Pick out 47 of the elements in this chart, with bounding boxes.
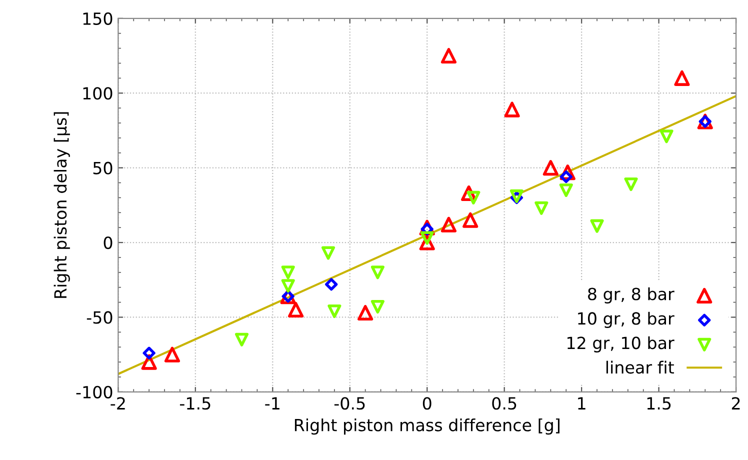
x-tick-label: -1	[265, 397, 280, 410]
point	[142, 346, 156, 360]
x-tick-label: 0	[422, 397, 432, 410]
point	[234, 332, 249, 346]
x-tick-label: 1.5	[647, 397, 671, 410]
y-tick-label: -100	[76, 386, 112, 398]
point	[440, 48, 457, 64]
point	[534, 201, 548, 215]
legend-label: 10 gr, 8 bar	[578, 312, 674, 328]
x-tick-label: 0.5	[492, 397, 516, 410]
x-axis-title: Right piston mass difference [g]	[294, 418, 560, 435]
point	[466, 190, 480, 204]
point	[590, 219, 604, 233]
point	[321, 246, 336, 260]
point	[462, 212, 478, 228]
point	[164, 346, 180, 362]
legend-label: linear fit	[606, 360, 674, 374]
point	[504, 102, 520, 118]
point	[560, 170, 572, 184]
point	[542, 160, 558, 176]
point	[559, 183, 573, 197]
point	[440, 216, 457, 232]
y-tick-label: 100	[83, 87, 112, 100]
x-tick-label: -0.5	[334, 397, 365, 410]
point	[288, 302, 304, 318]
point	[370, 300, 384, 314]
x-tick-label: -1.5	[180, 397, 210, 410]
y-axis-title: Right piston delay [µs]	[54, 112, 70, 298]
legend-label: 8 gr, 8 bar	[588, 287, 674, 304]
x-tick-label: 2	[732, 397, 740, 410]
point	[325, 278, 338, 291]
x-tick-label: -2	[110, 397, 125, 410]
point	[370, 266, 384, 280]
point	[660, 130, 674, 144]
point	[420, 231, 434, 245]
point	[281, 279, 295, 293]
y-tick-label: 150	[83, 12, 112, 25]
y-tick-label: 50	[93, 162, 112, 174]
y-tick-label: 0	[104, 236, 112, 250]
point	[674, 70, 690, 86]
point	[358, 304, 374, 321]
point	[328, 304, 342, 318]
x-tick-label: 1	[578, 397, 586, 410]
legend-label: 12 gr, 10 bar	[568, 336, 674, 352]
point	[281, 266, 295, 280]
y-tick-label: -50	[86, 311, 112, 324]
point	[624, 177, 638, 192]
